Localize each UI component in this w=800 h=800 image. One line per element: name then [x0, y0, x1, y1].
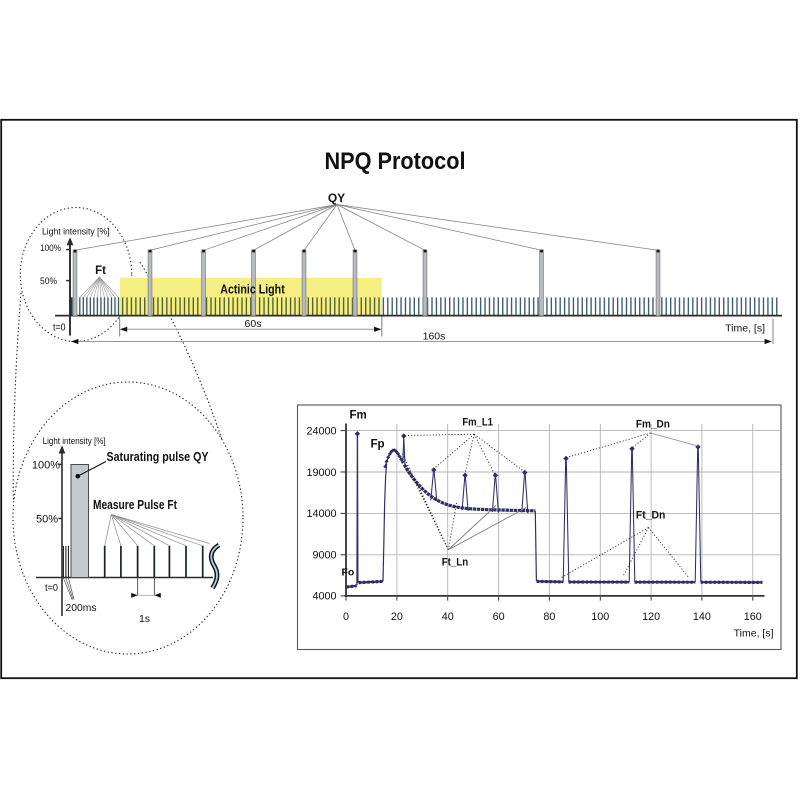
svg-text:t=0: t=0 — [45, 582, 58, 594]
svg-text:1s: 1s — [139, 613, 150, 625]
svg-text:60: 60 — [493, 611, 505, 623]
svg-text:9000: 9000 — [312, 550, 336, 562]
svg-text:Fp: Fp — [371, 439, 385, 451]
svg-text:80: 80 — [543, 611, 555, 623]
svg-text:QY: QY — [328, 191, 345, 205]
svg-text:60s: 60s — [245, 318, 262, 330]
svg-text:Actinic Light: Actinic Light — [220, 282, 285, 296]
svg-text:100: 100 — [591, 611, 609, 623]
svg-text:Time, [s]: Time, [s] — [734, 628, 774, 640]
svg-text:140: 140 — [693, 611, 711, 623]
svg-text:160: 160 — [744, 611, 762, 623]
svg-text:50%: 50% — [36, 513, 58, 525]
svg-text:Ft: Ft — [95, 265, 106, 277]
svg-text:14000: 14000 — [306, 508, 336, 520]
svg-text:24000: 24000 — [306, 425, 336, 437]
svg-text:Ft_Ln: Ft_Ln — [442, 557, 469, 569]
svg-text:Measure Pulse Ft: Measure Pulse Ft — [93, 498, 178, 512]
svg-text:100%: 100% — [32, 459, 60, 471]
svg-text:50%: 50% — [40, 276, 57, 287]
svg-text:4000: 4000 — [312, 591, 336, 603]
svg-text:Ft_Dn: Ft_Dn — [636, 510, 666, 522]
svg-text:Time, [s]: Time, [s] — [725, 323, 765, 335]
svg-text:200ms: 200ms — [66, 602, 97, 614]
svg-text:Saturating pulse QY: Saturating pulse QY — [107, 450, 210, 464]
svg-text:40: 40 — [442, 611, 454, 623]
svg-text:20: 20 — [391, 611, 403, 623]
svg-text:t=0: t=0 — [53, 323, 66, 334]
svg-text:NPQ Protocol: NPQ Protocol — [325, 148, 466, 175]
svg-text:0: 0 — [343, 611, 349, 623]
svg-text:Fo: Fo — [342, 566, 355, 578]
svg-text:Light intensity [%]: Light intensity [%] — [43, 436, 106, 447]
svg-text:Fm_L1: Fm_L1 — [462, 416, 493, 428]
svg-text:Light intensity [%]: Light intensity [%] — [42, 227, 110, 238]
svg-text:100%: 100% — [40, 243, 61, 254]
svg-text:19000: 19000 — [306, 467, 336, 479]
svg-text:Fm_Dn: Fm_Dn — [636, 419, 670, 431]
svg-text:160s: 160s — [423, 330, 446, 342]
svg-text:Fm: Fm — [350, 410, 367, 422]
svg-text:120: 120 — [642, 611, 660, 623]
